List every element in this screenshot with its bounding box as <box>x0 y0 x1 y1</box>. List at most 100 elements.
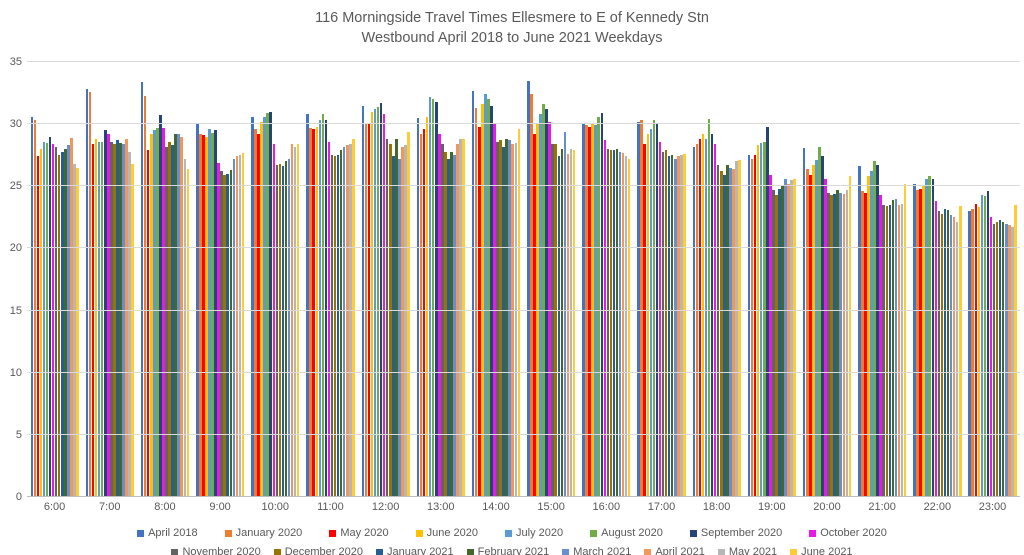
legend-swatch <box>644 548 652 555</box>
bar <box>199 134 202 497</box>
bar <box>33 120 37 497</box>
bar <box>670 155 674 497</box>
bar <box>97 141 101 497</box>
bar <box>858 166 861 497</box>
legend-swatch <box>466 548 474 555</box>
bar <box>992 223 996 497</box>
bar <box>217 162 220 497</box>
bar <box>637 121 640 497</box>
bar <box>211 132 214 497</box>
bar <box>88 91 92 497</box>
bar <box>392 156 395 497</box>
bar <box>94 139 98 497</box>
bar <box>536 124 539 497</box>
bar <box>885 206 889 497</box>
bar <box>493 124 496 497</box>
bar <box>775 195 778 497</box>
bar <box>664 150 668 497</box>
bar <box>588 126 591 497</box>
bar <box>888 204 892 497</box>
bar <box>900 203 904 497</box>
legend-swatch <box>224 529 232 537</box>
bar <box>756 145 760 497</box>
bar <box>502 146 505 497</box>
bar <box>140 81 144 497</box>
gridline-10 <box>27 371 1020 373</box>
bar <box>937 211 941 497</box>
bar <box>241 152 245 497</box>
bar <box>266 112 269 497</box>
bar <box>67 145 70 497</box>
bar <box>434 101 438 497</box>
bar <box>183 158 187 497</box>
legend-item-august-2020: August 2020 <box>590 527 663 539</box>
legend-label: October 2020 <box>820 527 887 539</box>
bar <box>275 165 279 497</box>
bar <box>530 94 533 497</box>
bar <box>407 131 410 497</box>
bar <box>177 134 180 497</box>
bar <box>913 183 916 497</box>
legend-swatch <box>790 548 798 555</box>
bar-group-21:00 <box>855 62 910 497</box>
bar <box>554 144 558 497</box>
legend-item-march-2021: March 2021 <box>562 546 631 555</box>
bar <box>208 129 211 497</box>
bar <box>471 90 475 497</box>
bar <box>934 201 938 497</box>
bar <box>836 190 839 497</box>
bar <box>143 95 147 497</box>
bar <box>321 114 325 497</box>
legend-item-june-2021: June 2021 <box>790 546 853 555</box>
bar-group-20:00 <box>799 62 854 497</box>
legend-item-april-2018: April 2018 <box>137 527 198 539</box>
bar <box>527 80 530 497</box>
bar <box>125 139 128 497</box>
bar <box>946 209 950 497</box>
bar <box>882 204 885 497</box>
bar <box>919 188 922 497</box>
bar <box>293 146 297 497</box>
legend-label: March 2021 <box>573 546 632 555</box>
bar <box>707 119 711 497</box>
bar <box>542 104 545 497</box>
bar <box>680 155 683 497</box>
bar <box>496 141 499 497</box>
bar <box>655 124 659 497</box>
bar <box>441 144 444 497</box>
bar <box>922 186 925 497</box>
bar <box>180 136 183 497</box>
bar <box>438 134 441 497</box>
bar <box>1011 227 1014 497</box>
bar <box>100 141 104 497</box>
bar <box>153 130 156 497</box>
legend-label: June 2020 <box>426 527 479 539</box>
bar <box>551 144 554 497</box>
legend-item-september-2020: September 2020 <box>689 527 782 539</box>
bar <box>539 114 542 497</box>
bar <box>916 190 919 497</box>
bar <box>566 153 570 497</box>
bar <box>39 149 43 497</box>
y-tick-label-5: 5 <box>15 428 22 441</box>
bar <box>342 146 346 497</box>
legend-label: February 2021 <box>477 546 550 555</box>
bar <box>51 144 55 497</box>
chart-title: 116 Morningside Travel Times Ellesmere t… <box>0 8 1024 48</box>
y-tick-label-20: 20 <box>9 242 22 255</box>
legend-item-may-2020: May 2020 <box>329 527 389 539</box>
bar <box>753 155 757 497</box>
bar <box>683 153 686 497</box>
y-tick-label-30: 30 <box>9 118 22 131</box>
bar-group-17:00 <box>634 62 689 497</box>
bar-group-6:00 <box>27 62 82 497</box>
bar <box>324 120 328 497</box>
bar <box>251 116 254 497</box>
bar <box>812 165 815 497</box>
bar <box>766 126 769 497</box>
bar-group-22:00 <box>910 62 965 497</box>
y-tick-label-10: 10 <box>9 366 22 379</box>
bar <box>370 111 374 497</box>
bar <box>122 144 125 497</box>
